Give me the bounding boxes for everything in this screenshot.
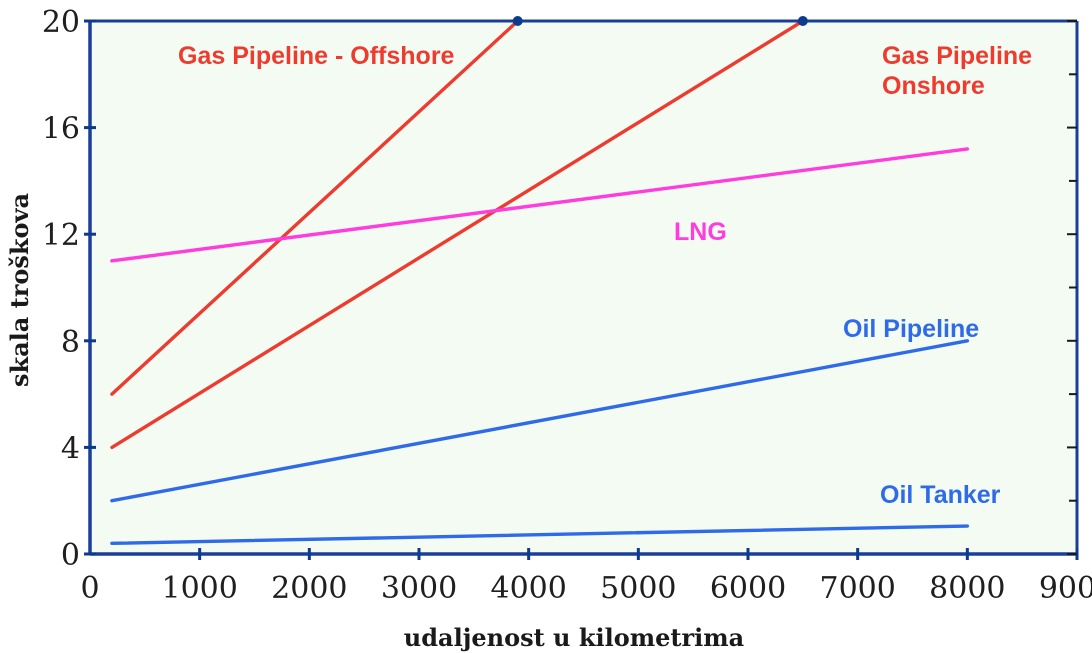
series-label-offshore: Gas Pipeline - Offshore: [178, 42, 455, 70]
y-tick-label: 0: [61, 538, 80, 573]
x-tick-label: 3000: [381, 571, 457, 606]
y-tick-label: 4: [61, 431, 80, 466]
series-line-oil-tanker: [110, 524, 970, 546]
y-tick-label: 12: [42, 218, 80, 253]
y-tick-label: 20: [42, 5, 80, 40]
series-line-oil-pipeline: [110, 339, 970, 503]
x-axis-title: udaljenost u kilometrima: [404, 623, 744, 652]
series-line-lng: [110, 147, 970, 263]
y-tick-label: 16: [42, 112, 80, 147]
y-tick-label: 8: [61, 325, 80, 360]
plot-area: [90, 21, 1077, 554]
series-label-onshore: Gas Pipeline: [882, 42, 1032, 70]
x-tick-label: 8000: [929, 571, 1005, 606]
series-label-lng: LNG: [674, 218, 727, 246]
x-tick-label: 4000: [490, 571, 566, 606]
x-tick-label: 5000: [600, 571, 676, 606]
x-tick-label: 7000: [819, 571, 895, 606]
series-label-oil-pipeline: Oil Pipeline: [843, 315, 979, 343]
series-label-oil-tanker: Oil Tanker: [880, 481, 1001, 509]
series-line-onshore: [110, 19, 805, 450]
series-label-onshore: Onshore: [882, 72, 985, 100]
axis-endpoint-dot: [512, 16, 523, 26]
x-tick-label: 2000: [271, 571, 347, 606]
y-axis-title: skala troškova: [5, 193, 34, 387]
x-tick-label: 1000: [161, 571, 237, 606]
axis-endpoint-dot: [797, 16, 808, 26]
series-line-offshore: [110, 19, 520, 396]
x-tick-label: 6000: [710, 571, 786, 606]
x-tick-label: 0: [80, 571, 99, 606]
